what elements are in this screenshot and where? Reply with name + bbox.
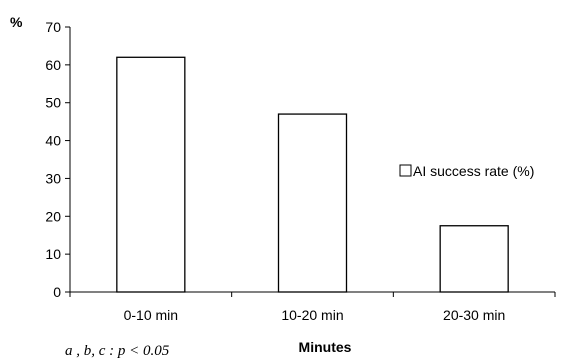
bar-0-10-min: [116, 56, 186, 293]
legend: AI success rate (%): [399, 163, 534, 179]
legend-swatch: [399, 164, 412, 177]
y-tick-label: 50: [45, 95, 61, 111]
x-category-label: 0-10 min: [124, 307, 178, 323]
significance-footnote: a , b, c : p < 0.05: [65, 343, 170, 359]
y-tick-label: 70: [45, 19, 61, 35]
y-tick-label: 20: [45, 208, 61, 224]
bar-20-30-min: [439, 225, 509, 293]
legend-label: AI success rate (%): [413, 163, 534, 179]
x-category-label: 20-30 min: [443, 307, 505, 323]
y-tick-label: 30: [45, 170, 61, 186]
x-axis-title: Minutes: [299, 339, 352, 355]
y-tick-label: 10: [45, 246, 61, 262]
y-tick-label: 60: [45, 57, 61, 73]
bar-10-20-min: [277, 113, 348, 293]
y-axis-title: %: [10, 14, 23, 30]
x-axis-category-labels: 0-10 min 10-20 min 20-30 min: [69, 292, 556, 323]
y-tick-label: 40: [45, 133, 61, 149]
y-tick-label: 0: [53, 284, 61, 300]
y-axis-ticks: 0 10 20 30 40 50 60 70: [45, 19, 70, 300]
x-category-label: 10-20 min: [281, 307, 343, 323]
bars: [116, 56, 509, 293]
